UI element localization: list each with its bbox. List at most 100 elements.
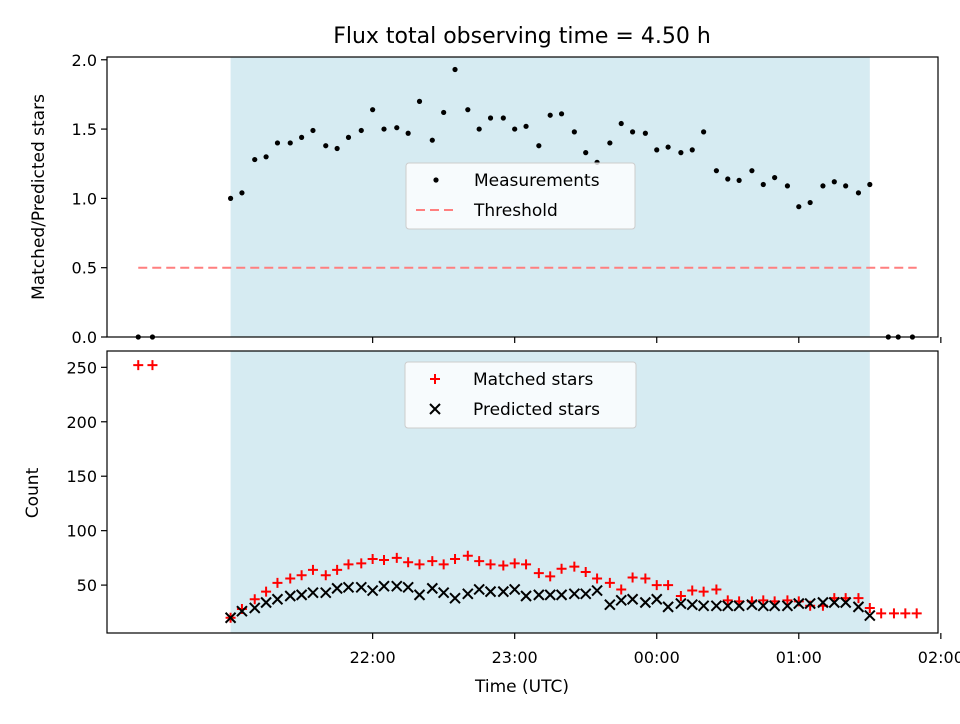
data-point (391, 580, 403, 592)
data-point (133, 360, 144, 371)
data-point (722, 595, 733, 606)
data-point (571, 129, 577, 135)
data-point (592, 573, 603, 584)
data-point (320, 570, 331, 581)
data-point (296, 570, 307, 581)
data-point (654, 147, 660, 153)
data-point (310, 127, 316, 134)
data-point (662, 601, 674, 613)
data-point (713, 168, 720, 174)
data-point (508, 583, 521, 596)
legend: Matched stars Predicted stars (404, 361, 637, 429)
data-point (520, 590, 532, 602)
data-point (295, 589, 308, 601)
data-point (698, 586, 709, 597)
data-point (556, 563, 567, 574)
data-point (332, 564, 343, 575)
data-point (722, 600, 734, 612)
legend-box (404, 361, 637, 429)
data-point (345, 134, 352, 140)
data-point (760, 181, 766, 188)
data-point (356, 558, 367, 569)
data-point (888, 608, 899, 619)
data-point (591, 584, 603, 597)
x-tick-label: 23:00 (492, 648, 538, 667)
legend-label: Matched stars (473, 370, 593, 390)
x-axis-label: Time (UTC) (474, 677, 569, 697)
data-point (405, 130, 411, 136)
legend-label: Measurements (474, 171, 600, 191)
data-point (378, 580, 390, 592)
data-point (274, 140, 281, 146)
data-point (749, 168, 755, 174)
data-point (498, 560, 509, 571)
data-point (426, 582, 439, 595)
data-point (449, 592, 461, 604)
y-tick-label: 1.5 (72, 120, 97, 139)
data-point (852, 601, 865, 613)
data-point (807, 199, 813, 206)
data-point (284, 590, 296, 602)
data-point (462, 550, 473, 561)
legend-swatch (430, 374, 440, 384)
data-point (853, 593, 864, 604)
legend: Measurements Threshold (405, 162, 636, 230)
plot-frame (106, 56, 939, 338)
data-point (391, 552, 402, 563)
data-point (569, 561, 580, 572)
data-point (782, 595, 793, 606)
data-point (379, 555, 389, 566)
data-point (272, 577, 283, 588)
data-point (533, 568, 544, 579)
data-point (651, 593, 663, 605)
data-point (261, 586, 272, 597)
data-point (689, 147, 695, 153)
data-point (224, 612, 237, 624)
data-point (462, 588, 474, 600)
data-point (331, 582, 343, 595)
data-point (427, 556, 438, 567)
data-point (533, 589, 545, 601)
data-point (509, 558, 520, 569)
data-point (342, 581, 355, 593)
data-point (260, 596, 272, 609)
data-point (452, 66, 458, 73)
data-point (484, 585, 497, 598)
data-point (687, 585, 698, 596)
data-point (911, 608, 922, 619)
series-matched-stars (133, 360, 922, 623)
data-point (678, 150, 684, 156)
data-point (402, 581, 414, 593)
data-point (793, 597, 805, 610)
data-point (627, 572, 638, 583)
data-point (900, 608, 911, 619)
data-point (500, 115, 506, 121)
data-point (263, 154, 269, 160)
data-point (864, 609, 876, 622)
y-tick-label: 0.5 (72, 259, 97, 278)
data-point (855, 190, 862, 196)
bottom-y-axis-label: Count (23, 467, 43, 518)
data-point (547, 112, 553, 118)
data-point (864, 602, 875, 613)
data-point (686, 598, 698, 611)
data-point (639, 596, 652, 609)
data-point (839, 596, 852, 609)
data-point (227, 195, 234, 201)
data-point (675, 590, 686, 601)
data-point (867, 181, 873, 188)
data-point (465, 107, 471, 113)
data-point (438, 559, 449, 570)
legend-swatch (429, 403, 441, 415)
data-point (429, 137, 435, 143)
data-point (626, 593, 639, 605)
data-point (616, 584, 627, 595)
data-point (497, 585, 510, 598)
data-point (733, 600, 745, 612)
y-tick-label: 2.0 (72, 51, 97, 70)
data-point (711, 584, 722, 595)
data-point (414, 559, 425, 570)
data-point (675, 597, 687, 610)
data-point (485, 559, 496, 570)
